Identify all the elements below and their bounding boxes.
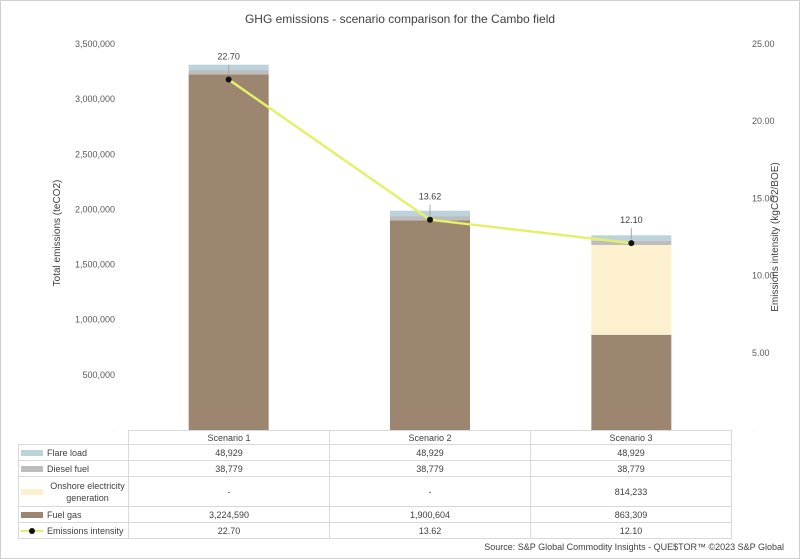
- bar-segment-fuel-gas: [390, 220, 470, 430]
- table-cell: 863,309: [530, 506, 732, 523]
- table-legend-cell: Onshore electricity generation: [18, 476, 129, 507]
- table-row: Emissions intensity 22.70 13.62 12.10: [18, 522, 732, 539]
- y-tick-label: -: [112, 425, 115, 430]
- y-tick-label: 3,500,000: [75, 39, 115, 49]
- table-cell: 48,929: [329, 444, 531, 461]
- source-note: Source: S&P Global Commodity Insights - …: [484, 542, 784, 552]
- legend-swatch: [21, 465, 43, 472]
- legend-swatch: [21, 449, 43, 456]
- bar-segment-fuel-gas: [591, 334, 672, 430]
- table-legend-cell: Emissions intensity: [18, 522, 129, 539]
- y-tick-label: 3,000,000: [75, 94, 115, 104]
- legend-swatch: [21, 488, 43, 495]
- table-cell: 38,779: [329, 460, 531, 477]
- table-legend-cell: Flare load: [18, 444, 129, 461]
- intensity-point: [427, 216, 433, 223]
- y-tick-label: 1,500,000: [75, 260, 115, 270]
- table-header-cell: Scenario 2: [329, 430, 531, 445]
- table-cell: 38,779: [128, 460, 330, 477]
- y2-tick-label: -: [752, 425, 755, 430]
- chart-plot: GHG emissions - scenario comparison for …: [52, 12, 781, 430]
- table-cell: 22.70: [128, 522, 330, 539]
- table-row: Fuel gas 3,224,590 1,900,604 863,309: [18, 506, 732, 523]
- table-cell: -: [329, 476, 531, 507]
- y2-tick-label: 15.00: [752, 193, 775, 203]
- intensity-data-label: 12.10: [620, 215, 643, 225]
- y-axis-title: Total emissions (teCO2): [52, 180, 63, 287]
- table-cell: 38,779: [530, 460, 732, 477]
- table-corner: [19, 431, 129, 445]
- table-cell: 48,929: [530, 444, 732, 461]
- table-cell: 3,224,590: [128, 506, 330, 523]
- intensity-data-label: 22.70: [217, 52, 240, 62]
- table-cell: -: [128, 476, 330, 507]
- table-cell: 48,929: [128, 444, 330, 461]
- table-legend-cell: Fuel gas: [18, 506, 129, 523]
- legend-label: Fuel gas: [47, 509, 82, 520]
- table-row: Onshore electricity generation - -814,233: [18, 476, 732, 507]
- table-row: Flare load 48,929 48,929 48,929: [18, 444, 732, 461]
- bar-segment-onshore-electricity-generation: [591, 244, 672, 335]
- table-cell: 13.62: [329, 522, 531, 539]
- y2-axis-title: Emissions intensity (kgCO2/BOE): [770, 162, 781, 312]
- table-legend-cell: Diesel fuel: [18, 460, 129, 477]
- table-cell: 12.10: [530, 522, 732, 539]
- y-tick-label: 500,000: [82, 370, 115, 380]
- legend-label: Diesel fuel: [47, 463, 90, 474]
- table-row: Diesel fuel 38,779 38,779 38,779: [18, 460, 732, 477]
- intensity-data-label: 13.62: [419, 192, 442, 202]
- y2-tick-label: 10.00: [752, 271, 775, 281]
- table-header-cell: Scenario 1: [128, 430, 330, 445]
- table-header-cell: Scenario 3: [530, 430, 732, 445]
- legend-label: Flare load: [47, 447, 88, 458]
- legend-swatch: [21, 511, 43, 518]
- y2-tick-label: 25.00: [752, 39, 775, 49]
- table-cell: 814,233: [530, 476, 732, 507]
- y2-tick-label: 20.00: [752, 116, 775, 126]
- intensity-point: [628, 240, 635, 247]
- y-tick-label: 1,000,000: [75, 315, 115, 325]
- intensity-point: [225, 76, 232, 83]
- bar-segment-fuel-gas: [188, 74, 269, 430]
- y-tick-label: 2,000,000: [75, 204, 115, 214]
- chart-title: GHG emissions - scenario comparison for …: [245, 12, 555, 26]
- table-cell: 1,900,604: [329, 506, 531, 523]
- data-table: Scenario 1 Scenario 2 Scenario 3 Flare loa…: [18, 430, 732, 539]
- legend-label: Emissions intensity: [47, 525, 124, 536]
- y-tick-label: 2,500,000: [75, 149, 115, 159]
- legend-label: Onshore electricity generation: [50, 480, 125, 503]
- legend-line-swatch: [21, 527, 43, 535]
- y2-tick-label: 5.00: [752, 348, 770, 358]
